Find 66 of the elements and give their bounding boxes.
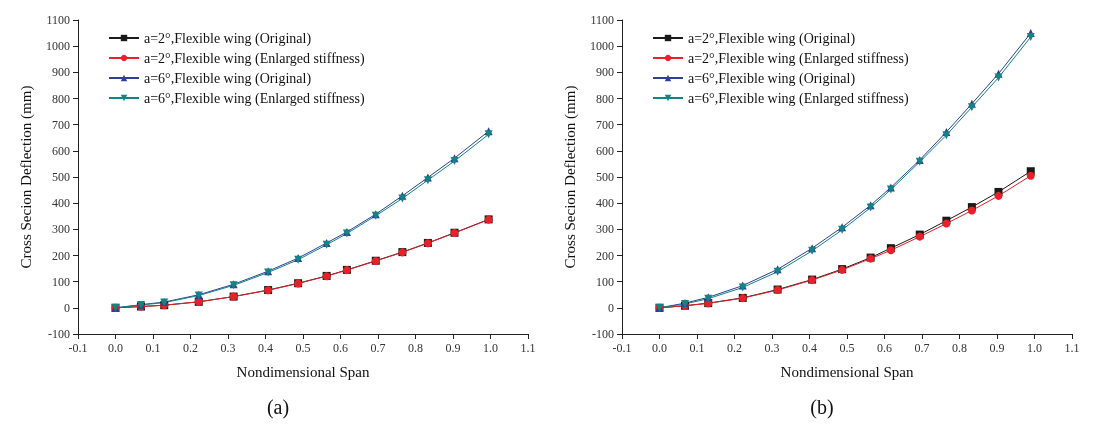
x-tick-label: 0.3 [220, 341, 236, 355]
x-tick-label: 0.6 [333, 341, 348, 355]
x-tick-label: 1.1 [520, 341, 536, 355]
x-tick-label: -0.1 [612, 341, 632, 355]
x-axis-title: Nondimensional Span [780, 363, 914, 380]
x-tick-label: 0.5 [295, 341, 311, 355]
x-tick-label: 0.2 [727, 341, 742, 355]
text: (b) [810, 396, 834, 419]
y-tick-label: 500 [596, 170, 614, 184]
y-tick-label: 700 [52, 117, 70, 132]
y-tick-label: 200 [52, 248, 70, 263]
legend-label: a=2°,Flexible wing (Original) [144, 30, 312, 47]
y-tick-label: 0 [608, 300, 614, 315]
y-tick-label: 600 [52, 143, 70, 158]
x-tick-label: 0.7 [370, 341, 386, 355]
y-tick-label: 200 [596, 248, 614, 263]
x-tick-label: 0.4 [802, 341, 817, 355]
x-tick-label: 1.0 [483, 341, 498, 355]
x-tick-label: 0.9 [445, 341, 461, 355]
x-tick-label: 1.1 [1064, 341, 1080, 355]
legend-label: a=6°,Flexible wing (Enlarged stiffness) [144, 90, 365, 107]
y-tick-label: 400 [52, 196, 70, 211]
x-tick-label: 0.3 [764, 341, 780, 355]
x-tick-label: 0.9 [989, 341, 1005, 355]
x-tick-label: 0.2 [183, 341, 198, 355]
y-axis-title: Cross Secion Deflection (mm) [561, 85, 579, 269]
legend-label: a=6°,Flexible wing (Enlarged stiffness) [688, 90, 909, 107]
y-tick-label: 900 [52, 65, 70, 80]
legend-label: a=6°,Flexible wing (Original) [688, 70, 856, 87]
x-tick-label: 0.0 [108, 341, 123, 355]
y-tick-label: 0 [64, 300, 70, 315]
y-tick-label: 1100 [46, 13, 70, 27]
legend-label: a=2°,Flexible wing (Enlarged stiffness) [144, 50, 365, 67]
x-axis-title: Nondimensional Span [236, 363, 370, 380]
legend-label: a=2°,Flexible wing (Enlarged stiffness) [688, 50, 909, 67]
x-tick-label: 0.1 [145, 341, 161, 355]
x-tick-label: 1.0 [1027, 341, 1042, 355]
x-tick-label: 0.6 [877, 341, 892, 355]
y-tick-label: 500 [52, 170, 70, 184]
y-tick-label: 700 [596, 117, 614, 132]
y-tick-label: 900 [596, 65, 614, 80]
y-tick-label: 400 [596, 196, 614, 211]
y-tick-label: 800 [596, 91, 614, 106]
y-tick-label: 600 [596, 143, 614, 158]
y-tick-label: 300 [596, 222, 614, 237]
x-tick-label: 0.0 [652, 341, 667, 355]
y-tick-label: 1100 [590, 13, 614, 27]
y-tick-label: 100 [596, 274, 614, 289]
x-tick-label: 0.8 [408, 341, 423, 355]
y-tick-label: -100 [592, 327, 614, 341]
y-axis-title: Cross Secion Deflection (mm) [17, 85, 35, 269]
y-tick-label: -100 [48, 327, 70, 341]
x-tick-label: 0.4 [258, 341, 273, 355]
x-tick-label: 0.5 [839, 341, 855, 355]
y-tick-label: 1000 [590, 39, 614, 54]
y-tick-label: 300 [52, 222, 70, 237]
y-tick-label: 800 [52, 91, 70, 106]
x-tick-label: 0.7 [914, 341, 930, 355]
legend-label: a=2°,Flexible wing (Original) [688, 30, 856, 47]
legend-label: a=6°,Flexible wing (Original) [144, 70, 312, 87]
x-tick-label: 0.1 [689, 341, 705, 355]
y-tick-label: 100 [52, 274, 70, 289]
text: (a) [266, 396, 290, 419]
y-tick-label: 1000 [46, 39, 70, 54]
x-tick-label: -0.1 [68, 341, 88, 355]
x-tick-label: 0.8 [952, 341, 967, 355]
